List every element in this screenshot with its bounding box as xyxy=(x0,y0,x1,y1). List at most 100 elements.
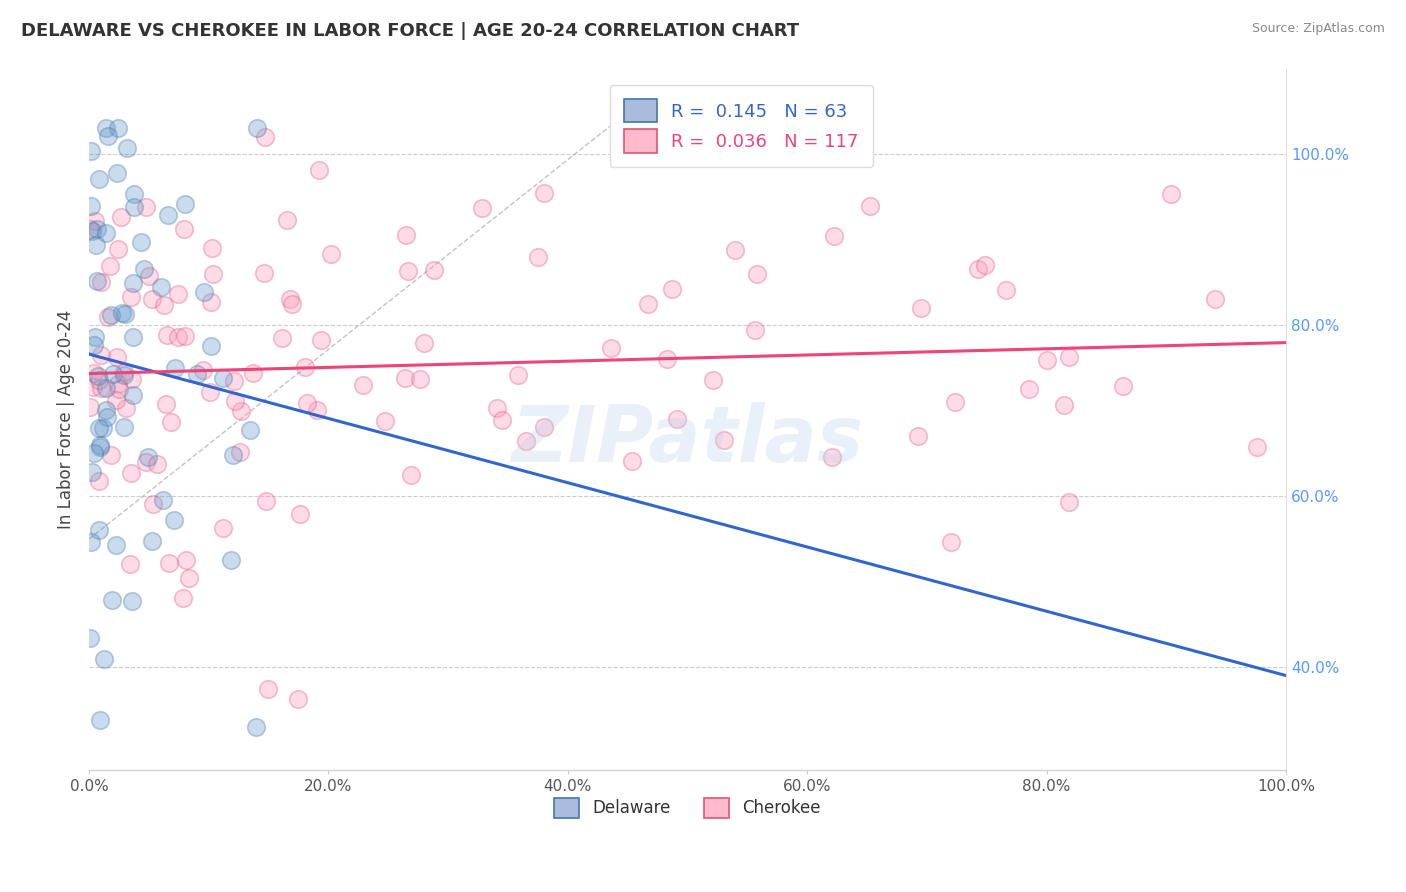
Point xyxy=(90,381,112,395)
Point xyxy=(242,366,264,380)
Point xyxy=(105,350,128,364)
Point xyxy=(83,446,105,460)
Point xyxy=(253,130,276,145)
Point xyxy=(97,128,120,143)
Point xyxy=(87,474,110,488)
Point xyxy=(121,372,143,386)
Point xyxy=(93,421,115,435)
Point xyxy=(413,335,436,350)
Point xyxy=(83,366,105,380)
Point xyxy=(121,277,143,291)
Point xyxy=(155,327,177,342)
Point xyxy=(96,410,118,425)
Point xyxy=(83,338,105,352)
Point xyxy=(515,434,537,449)
Point xyxy=(1053,398,1076,412)
Point xyxy=(281,297,304,311)
Point xyxy=(374,414,396,428)
Point xyxy=(200,294,222,309)
Point xyxy=(174,196,197,211)
Point xyxy=(136,450,159,465)
Point xyxy=(278,292,301,306)
Point xyxy=(212,371,235,385)
Point xyxy=(859,198,882,212)
Point xyxy=(96,403,118,417)
Point xyxy=(1036,352,1059,367)
Point xyxy=(100,308,122,322)
Point xyxy=(82,466,104,480)
Point xyxy=(86,222,108,236)
Point xyxy=(744,323,766,337)
Point xyxy=(114,307,136,321)
Point xyxy=(491,413,513,427)
Point xyxy=(86,274,108,288)
Point xyxy=(142,497,165,511)
Point xyxy=(90,276,112,290)
Point xyxy=(87,368,110,383)
Point xyxy=(308,163,330,178)
Point xyxy=(98,260,121,274)
Text: Source: ZipAtlas.com: Source: ZipAtlas.com xyxy=(1251,22,1385,36)
Point xyxy=(172,591,194,605)
Point xyxy=(1018,383,1040,397)
Point xyxy=(309,333,332,347)
Point xyxy=(107,121,129,136)
Point xyxy=(724,244,747,258)
Point xyxy=(533,420,555,434)
Point xyxy=(307,402,329,417)
Point xyxy=(87,524,110,538)
Point xyxy=(112,365,135,379)
Text: ZIPatlas: ZIPatlas xyxy=(512,402,863,478)
Point xyxy=(224,374,246,388)
Point xyxy=(271,331,294,345)
Point xyxy=(157,208,180,222)
Point xyxy=(319,246,342,260)
Point xyxy=(89,438,111,452)
Point xyxy=(122,200,145,214)
Point xyxy=(288,507,311,521)
Point xyxy=(471,201,494,215)
Point xyxy=(108,382,131,396)
Point xyxy=(177,571,200,585)
Point xyxy=(162,512,184,526)
Point xyxy=(94,121,117,136)
Point xyxy=(121,593,143,607)
Point xyxy=(1160,186,1182,201)
Point xyxy=(702,374,724,388)
Point xyxy=(966,261,988,276)
Point xyxy=(120,289,142,303)
Point xyxy=(111,306,134,320)
Point xyxy=(485,401,508,415)
Point xyxy=(396,263,419,277)
Point xyxy=(526,250,548,264)
Point xyxy=(135,454,157,468)
Point xyxy=(110,211,132,225)
Point xyxy=(120,557,142,571)
Point xyxy=(79,632,101,646)
Point xyxy=(201,267,224,281)
Point xyxy=(80,144,103,158)
Point xyxy=(224,394,246,409)
Point xyxy=(80,535,103,549)
Point xyxy=(107,242,129,256)
Legend: Delaware, Cherokee: Delaware, Cherokee xyxy=(547,791,828,825)
Point xyxy=(153,298,176,312)
Point xyxy=(1057,494,1080,508)
Point xyxy=(186,368,208,382)
Point xyxy=(655,351,678,366)
Point xyxy=(87,373,110,387)
Point xyxy=(245,720,267,734)
Point xyxy=(1204,293,1226,307)
Point xyxy=(276,213,298,227)
Point xyxy=(105,165,128,179)
Point xyxy=(79,222,101,236)
Point xyxy=(105,392,128,407)
Point xyxy=(167,330,190,344)
Text: DELAWARE VS CHEROKEE IN LABOR FORCE | AGE 20-24 CORRELATION CHART: DELAWARE VS CHEROKEE IN LABOR FORCE | AG… xyxy=(21,22,799,40)
Point xyxy=(193,363,215,377)
Point xyxy=(287,691,309,706)
Point xyxy=(939,534,962,549)
Point xyxy=(201,241,224,255)
Point xyxy=(637,296,659,310)
Point xyxy=(200,384,222,399)
